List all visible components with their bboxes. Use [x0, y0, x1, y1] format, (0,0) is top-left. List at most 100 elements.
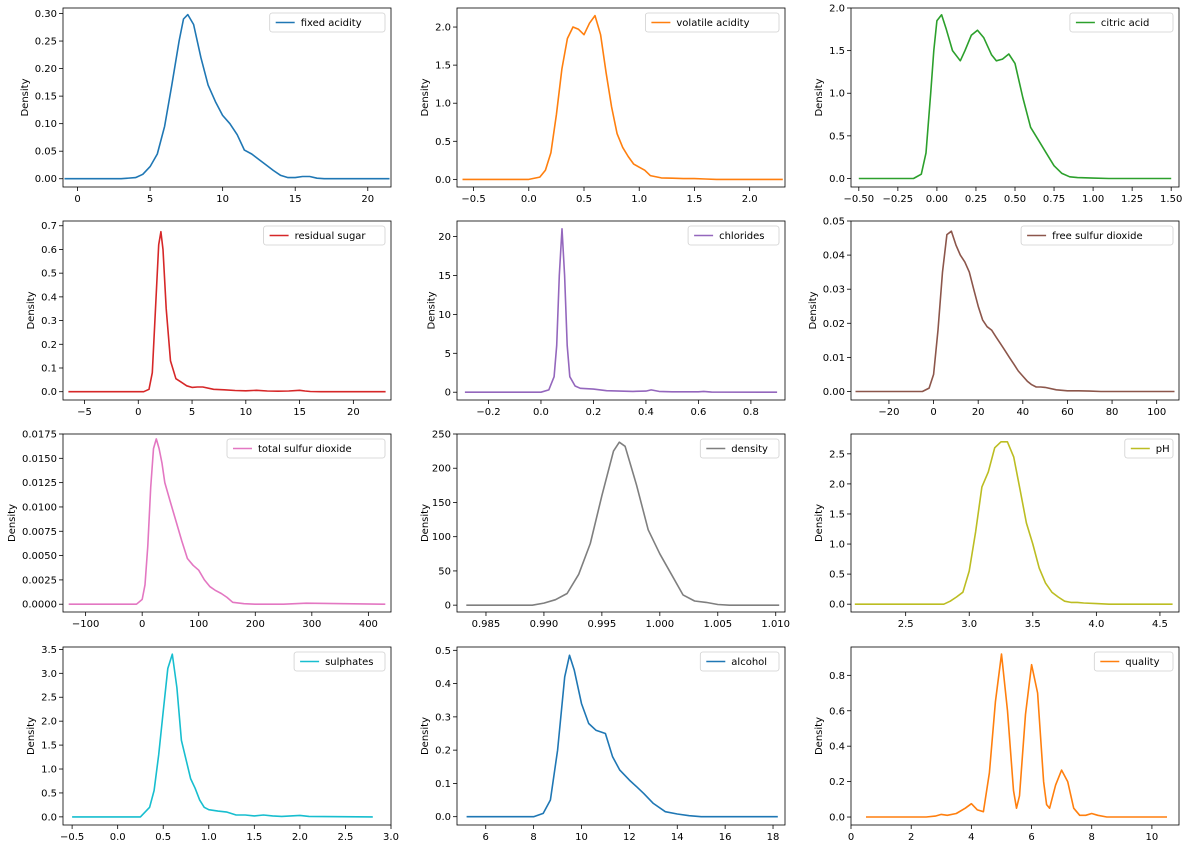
x-tick-label: −0.2 [476, 407, 500, 418]
y-tick-label: 0.0125 [22, 478, 57, 489]
x-tick-label: −0.5 [461, 194, 485, 205]
y-axis-label: Density [814, 78, 825, 116]
x-tick-label: 10 [575, 832, 588, 843]
subplot-4: −5 0 5 10 15 20 0.0 0.1 0.2 0.3 0.4 0.5 0.6 0.7 Densit… [26, 220, 392, 418]
subplot-9: 2.5 3.0 3.5 4.0 4.5 0.0 0.5 1.0 1.5 2.0 2.5 Density… [814, 433, 1180, 630]
y-tick-label: 0.0000 [22, 600, 57, 611]
legend-box [687, 225, 780, 246]
y-tick-label: 0.0 [829, 813, 845, 824]
density-line [858, 14, 1172, 180]
y-tick-label: 0.03 [823, 285, 845, 296]
legend-label: chlorides [719, 231, 764, 242]
y-tick-label: 0.5 [435, 137, 451, 148]
x-tick-label: 3.0 [961, 619, 977, 630]
legend-box [699, 438, 780, 459]
x-tick-label: 0 [139, 619, 145, 630]
y-tick-label: 100 [432, 532, 451, 543]
x-tick-label: −0.50 [843, 194, 874, 205]
y-tick-label: 0.0 [41, 812, 57, 823]
y-tick-label: 5 [445, 349, 451, 360]
density-line [64, 13, 390, 180]
x-tick-label: 40 [1016, 407, 1029, 418]
legend-label: citric acid [1101, 18, 1150, 29]
x-tick-label: 1.25 [1121, 194, 1143, 205]
axes-frame [62, 646, 392, 826]
x-tick-label: 12 [623, 832, 636, 843]
x-tick-label: 8 [530, 832, 536, 843]
legend-label: quality [1125, 657, 1159, 668]
y-axis-label: Density [7, 504, 18, 542]
legend: citric acid [1069, 12, 1174, 33]
axes-frame [62, 7, 392, 188]
axes-frame [456, 220, 786, 401]
x-tick-label: 1.5 [246, 832, 262, 843]
y-tick-label: 0.0150 [22, 454, 57, 465]
legend: fixed acidity [269, 12, 386, 33]
x-tick-label: 1.00 [1082, 194, 1104, 205]
y-tick-label: 1.5 [435, 61, 451, 72]
axes-frame [850, 7, 1180, 188]
axes-frame [456, 646, 786, 826]
y-tick-label: 0.2 [829, 777, 845, 788]
y-tick-label: 200 [432, 464, 451, 475]
y-tick-label: 2.0 [41, 717, 57, 728]
x-tick-label: 5 [147, 194, 153, 205]
y-tick-label: 0.5 [41, 788, 57, 799]
y-tick-label: 0.3 [41, 316, 57, 327]
y-tick-label: 2.5 [41, 693, 57, 704]
x-tick-label: 6 [1028, 832, 1034, 843]
density-line [462, 14, 783, 181]
density-line [466, 654, 778, 818]
x-tick-label: 1.50 [1160, 194, 1182, 205]
axes-frame [850, 220, 1180, 401]
axes-frame [456, 433, 786, 613]
subplot-3: −0.50 −0.25 0.00 0.25 0.50 0.75 1.00 1.25 1.50 0.… [814, 4, 1182, 206]
legend-label: volatile acidity [676, 18, 749, 29]
x-tick-label: 200 [246, 619, 265, 630]
x-tick-label: 20 [361, 194, 374, 205]
legend-label: sulphates [325, 657, 373, 668]
legend-label: free sulfur dioxide [1052, 231, 1143, 242]
x-tick-label: 0.4 [638, 407, 654, 418]
x-tick-label: 0 [135, 407, 141, 418]
legend-box [699, 651, 780, 672]
y-tick-label: 0.20 [35, 64, 57, 75]
y-tick-label: 1.5 [829, 46, 845, 57]
y-tick-label: 0.0 [829, 174, 845, 185]
x-tick-label: 0.5 [576, 194, 592, 205]
y-tick-label: 0.2 [41, 340, 57, 351]
y-tick-label: 0.7 [41, 221, 57, 232]
x-tick-label: 8 [1089, 832, 1095, 843]
y-tick-label: 3.0 [41, 669, 57, 680]
y-tick-label: 0.0 [41, 387, 57, 398]
x-tick-label: 0.990 [530, 619, 559, 630]
legend-label: residual sugar [295, 231, 367, 242]
x-tick-label: −100 [72, 619, 99, 630]
x-tick-label: 0.50 [1004, 194, 1026, 205]
y-axis-label: Density [20, 78, 31, 116]
y-axis-label: Density [814, 504, 825, 542]
x-tick-label: 2.0 [292, 832, 308, 843]
legend: chlorides [687, 225, 780, 246]
x-tick-label: 10 [1146, 832, 1159, 843]
x-tick-label: 5 [189, 407, 195, 418]
density-line [68, 438, 386, 605]
legend-label: fixed acidity [301, 18, 362, 29]
y-tick-label: 0.25 [35, 37, 57, 48]
legend-box [293, 651, 386, 672]
x-tick-label: 0 [74, 194, 80, 205]
y-tick-label: 0.04 [823, 251, 845, 262]
legend: density [699, 438, 780, 459]
legend-box [226, 438, 386, 459]
y-tick-label: 2.0 [829, 4, 845, 15]
legend: volatile acidity [645, 12, 780, 33]
x-tick-label: 1.005 [703, 619, 732, 630]
y-tick-label: 0.05 [823, 217, 845, 228]
density-line [72, 653, 373, 818]
y-tick-label: 10 [438, 310, 451, 321]
x-tick-label: 1.0 [201, 832, 217, 843]
subplot-7: −100 0 100 200 300 400 0.0000 0.0025 0.0050 0.007… [7, 430, 392, 630]
legend-box [269, 12, 386, 33]
x-tick-label: 20 [972, 407, 985, 418]
legend-label: alcohol [731, 657, 767, 668]
